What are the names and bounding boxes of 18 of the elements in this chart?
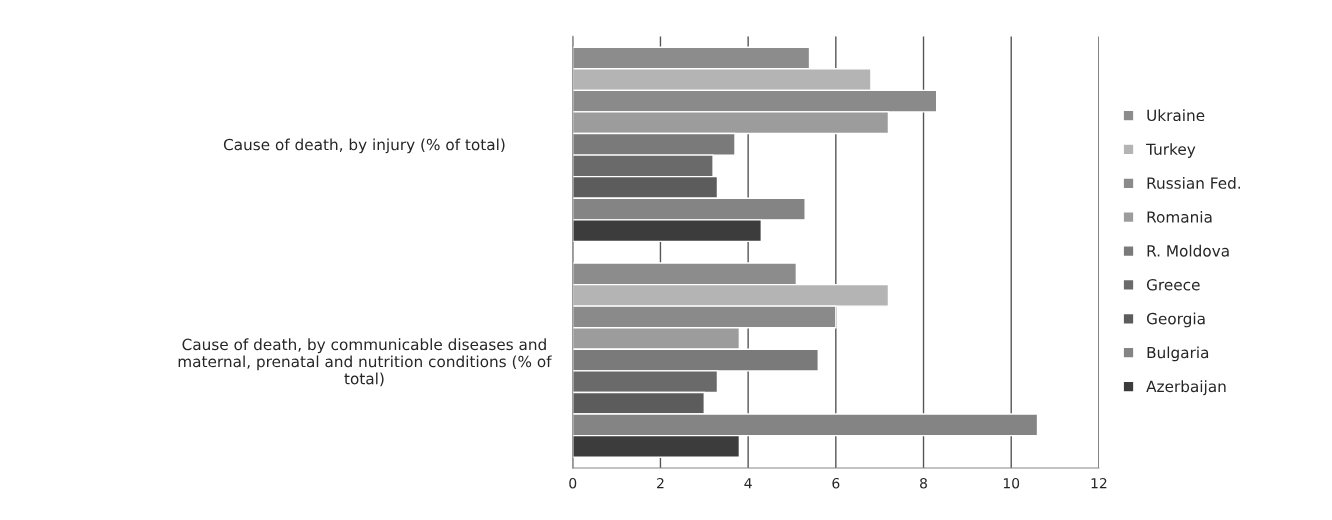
x-tick-label: 0 <box>569 477 577 489</box>
x-tick-label: 8 <box>920 477 927 489</box>
legend-label: Azerbaijan <box>1146 380 1226 396</box>
legend-label: Ukraine <box>1147 109 1205 122</box>
x-tick-label: 12 <box>1091 477 1107 489</box>
x-tick-label: 2 <box>657 477 664 489</box>
y-tick-label: Cause of death, by communicable diseases and maternal, prenatal and nutrition conditions (% of total) <box>178 338 552 387</box>
y-tick-label: Cause of death, by injury (% of total) <box>223 138 505 154</box>
x-tick-label: 6 <box>832 477 840 489</box>
legend-label: Greece <box>1146 278 1200 291</box>
legend-label: Bulgaria <box>1147 346 1209 362</box>
legend-label: Georgia <box>1146 312 1205 328</box>
legend-label: Russian Fed. <box>1147 177 1241 189</box>
x-tick-label: 10 <box>1003 477 1020 489</box>
x-tick-label: 4 <box>744 478 752 489</box>
legend-label: Romania <box>1147 210 1212 223</box>
legend-label: R. Moldova <box>1147 244 1229 257</box>
legend-label: Turkey <box>1146 143 1196 158</box>
